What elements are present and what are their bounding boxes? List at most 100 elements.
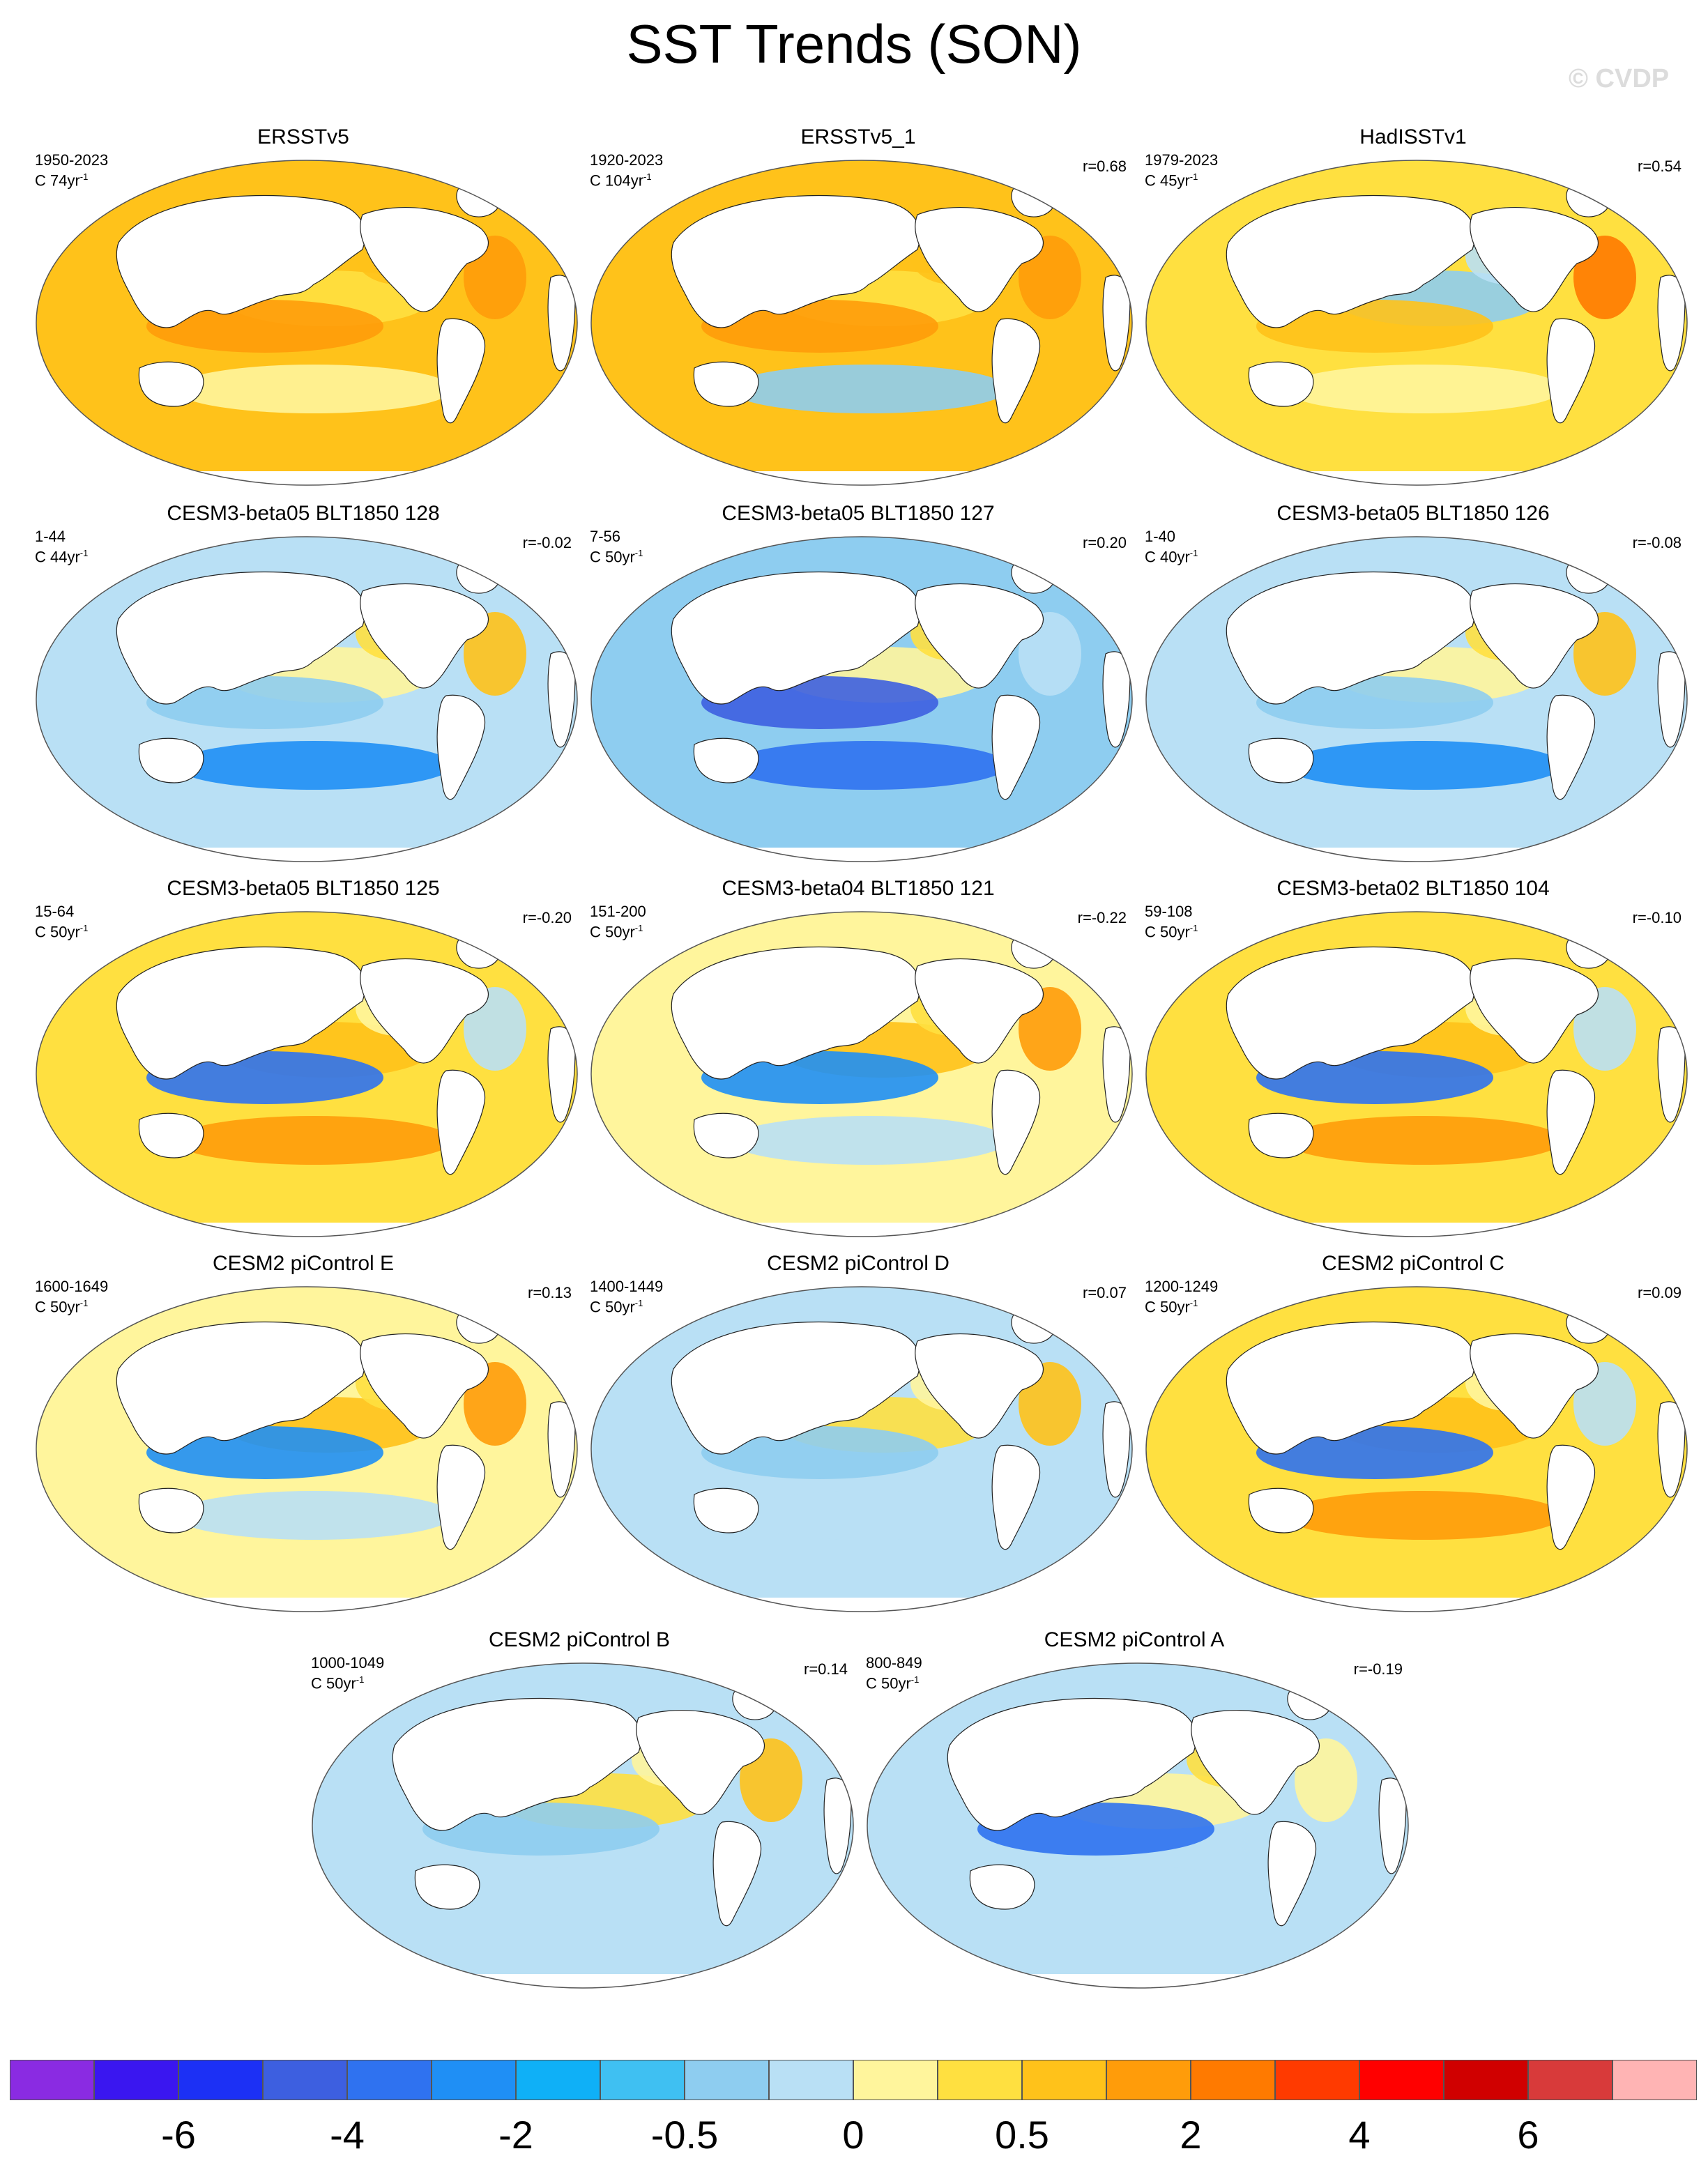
- land-mask: [1470, 958, 1599, 1064]
- colorbar-swatch: [1275, 2060, 1359, 2100]
- panel-trend-unit: C 44yr-1: [35, 548, 89, 566]
- trend-region: [422, 1803, 659, 1856]
- trend-region: [701, 300, 938, 353]
- land-mask: [36, 1598, 577, 1612]
- panel-years: 800-849: [866, 1654, 922, 1672]
- land-mask: [671, 946, 920, 1080]
- land-mask: [360, 583, 489, 689]
- map-panel: CESM2 piControl A 800-849 C 50yr-1 r=-0.19: [859, 1628, 1410, 1991]
- panel-correlation: r=0.20: [1083, 534, 1127, 551]
- map-outline: [36, 1286, 578, 1612]
- panel-trend-unit: C 45yr-1: [1145, 171, 1198, 190]
- map-panel: CESM3-beta02 BLT1850 104 59-108 C 50yr-1 r=…: [1138, 877, 1688, 1239]
- land-mask: [116, 194, 365, 328]
- colorbar-swatch: [263, 2060, 347, 2100]
- panel-correlation: r=0.13: [528, 1284, 572, 1301]
- trend-region: [1256, 1051, 1493, 1104]
- land-mask: [1546, 1444, 1596, 1550]
- colorbar-swatch: [1444, 2060, 1528, 2100]
- ocean-map: [1145, 1286, 1688, 1612]
- panel-trend-unit: C 50yr-1: [1145, 1298, 1198, 1316]
- panel-title: CESM3-beta05 BLT1850 126: [1276, 502, 1550, 525]
- trend-region: [174, 1491, 453, 1540]
- panel-title: ERSSTv5_1: [800, 125, 916, 148]
- map-panel: ERSSTv5 1950-2023 C 74yr-1: [28, 125, 579, 488]
- trend-region: [729, 365, 1008, 413]
- map-panel: CESM2 piControl B 1000-1049 C 50yr-1 r=0.14: [304, 1628, 855, 1991]
- land-mask: [969, 1864, 1035, 1910]
- land-mask: [116, 1321, 365, 1455]
- map-outline: [590, 1286, 1133, 1612]
- land-mask: [1248, 1487, 1314, 1534]
- land-mask: [1248, 1112, 1314, 1158]
- map-outline: [590, 536, 1133, 862]
- colorbar-swatch: [600, 2060, 685, 2100]
- colorbar-tick-label: -6: [161, 2113, 196, 2157]
- panel-title: CESM2 piControl D: [767, 1252, 950, 1275]
- trend-region: [1284, 741, 1563, 790]
- colorbar-swatch: [94, 2060, 178, 2100]
- land-mask: [1546, 1069, 1596, 1175]
- map-panel: CESM3-beta04 BLT1850 121 151-200 C 50yr-1 r…: [583, 877, 1134, 1239]
- panel-trend-unit: C 104yr-1: [590, 171, 652, 190]
- trend-region: [450, 1867, 729, 1916]
- land-mask: [1546, 694, 1596, 800]
- ocean-map: [590, 1286, 1133, 1612]
- colorbar-swatch: [1612, 2060, 1697, 2100]
- panel-years: 1600-1649: [35, 1278, 109, 1295]
- map-outline: [36, 536, 578, 862]
- trend-region: [146, 300, 383, 353]
- panel-trend-unit: C 50yr-1: [590, 1298, 643, 1316]
- panel-title: CESM3-beta05 BLT1850 128: [167, 502, 440, 525]
- panel-trend-unit: C 50yr-1: [35, 1298, 89, 1316]
- land-mask: [1226, 946, 1475, 1080]
- land-mask: [138, 1112, 204, 1158]
- colorbar-tick-label: 2: [1180, 2113, 1202, 2157]
- land-mask: [1470, 206, 1599, 312]
- land-mask: [1248, 737, 1314, 783]
- land-mask: [36, 471, 577, 485]
- land-mask: [414, 1864, 480, 1910]
- trend-region: [146, 1426, 383, 1479]
- colorbar-swatch: [1528, 2060, 1612, 2100]
- trend-region: [1284, 365, 1563, 413]
- trend-region: [1256, 300, 1493, 353]
- map-panel: HadISSTv1 1979-2023 C 45yr-1 r=0.54: [1138, 125, 1688, 488]
- panel-trend-unit: C 50yr-1: [1145, 923, 1198, 941]
- panel-title: CESM3-beta04 BLT1850 121: [722, 877, 995, 900]
- trend-region: [729, 1116, 1008, 1165]
- land-mask: [360, 958, 489, 1064]
- trend-region: [1284, 1116, 1563, 1165]
- land-mask: [436, 1444, 486, 1550]
- map-panel: CESM2 piControl C 1200-1249 C 50yr-1 r=0.09: [1138, 1252, 1688, 1614]
- map-panel: ERSSTv5_1 1920-2023 C 104yr-1 r=0.68: [583, 125, 1134, 488]
- panel-years: 151-200: [590, 903, 646, 920]
- map-outline: [36, 911, 578, 1237]
- ocean-map: [867, 1662, 1409, 1989]
- panel-years: 1200-1249: [1145, 1278, 1219, 1295]
- land-mask: [693, 1112, 759, 1158]
- land-mask: [591, 848, 1132, 862]
- land-mask: [360, 1333, 489, 1439]
- panel-trend-unit: C 74yr-1: [35, 171, 89, 190]
- panel-years: 7-56: [590, 528, 621, 545]
- land-mask: [436, 694, 486, 800]
- land-mask: [1226, 1321, 1475, 1455]
- panel-title: CESM2 piControl E: [212, 1252, 395, 1275]
- colorbar-swatch: [853, 2060, 938, 2100]
- colorbar: [10, 2060, 1697, 2100]
- land-mask: [693, 361, 759, 407]
- land-mask: [867, 1974, 1408, 1988]
- land-mask: [1146, 848, 1687, 862]
- map-panel: CESM3-beta05 BLT1850 128 1-44 C 44yr-1 r=-0…: [28, 502, 579, 864]
- colorbar-tick-label: 4: [1348, 2113, 1371, 2157]
- panel-years: 15-64: [35, 903, 75, 920]
- land-mask: [712, 1821, 762, 1927]
- land-mask: [1267, 1821, 1317, 1927]
- trend-region: [977, 1803, 1214, 1856]
- colorbar-swatch: [938, 2060, 1022, 2100]
- colorbar-swatch: [685, 2060, 769, 2100]
- colorbar-tick-label: -4: [330, 2113, 365, 2157]
- ocean-map: [1145, 911, 1688, 1237]
- trend-region: [701, 676, 938, 729]
